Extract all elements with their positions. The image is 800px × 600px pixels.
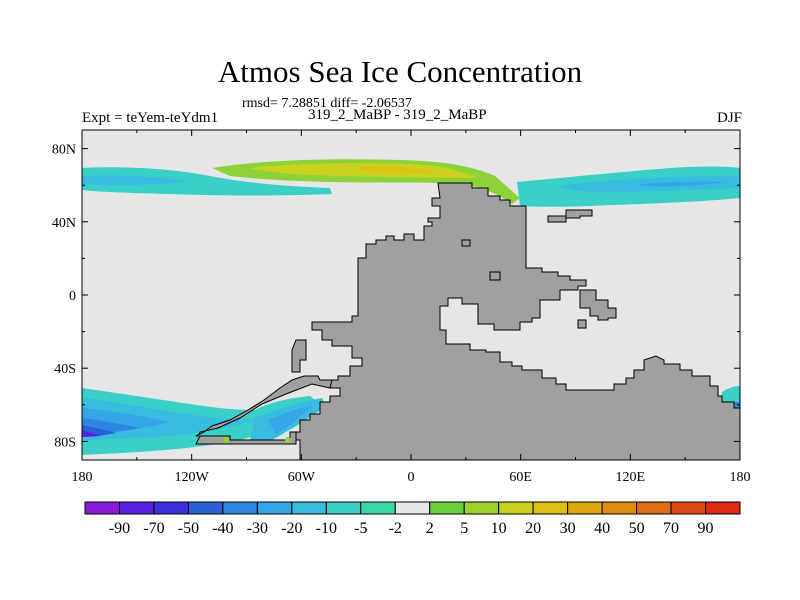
colorbar-label: -30 <box>247 520 268 537</box>
colorbar-label: 70 <box>663 520 679 537</box>
lon-label: 120W <box>175 470 210 485</box>
colorbar-swatch <box>222 501 258 515</box>
colorbar-swatch <box>394 501 431 515</box>
colorbar-label: -70 <box>143 520 164 537</box>
colorbar-swatch <box>532 501 569 515</box>
map-title: Atmos Sea Ice Concentration <box>217 54 583 89</box>
lat-label: 80N <box>52 143 76 158</box>
colorbar-label: -40 <box>212 520 233 537</box>
colorbar-label: 30 <box>560 520 576 537</box>
colorbar-label: 10 <box>491 520 507 537</box>
colorbar-swatch <box>670 501 707 515</box>
colorbar-swatch <box>153 501 189 515</box>
colorbar-label: 5 <box>460 520 468 537</box>
colorbar-swatch <box>84 501 120 515</box>
colorbar-swatch <box>601 501 638 515</box>
colorbar-label: -20 <box>281 520 302 537</box>
lat-label: 0 <box>69 289 76 304</box>
colorbar-swatch <box>567 501 603 515</box>
colorbar-swatch <box>429 501 465 515</box>
colorbar-label: 20 <box>525 520 541 537</box>
arctic-positive-anomaly <box>212 159 520 204</box>
season-label: DJF <box>716 110 742 126</box>
colorbar-label: 40 <box>594 520 610 537</box>
map-content <box>82 130 740 460</box>
lon-label: 60E <box>509 470 532 485</box>
lat-label: 80S <box>54 435 76 450</box>
colorbar-swatch <box>325 501 362 515</box>
lat-label: 40N <box>52 216 76 231</box>
colorbar-label: 90 <box>698 520 714 537</box>
southern-negative-anomaly <box>82 386 740 455</box>
colorbar-swatch <box>187 501 224 515</box>
colorbar-label: -5 <box>354 520 367 537</box>
colorbar-label: -90 <box>109 520 130 537</box>
colorbar-swatch <box>291 501 327 515</box>
stats-line: rmsd= 7.28851 diff= -2.06537 <box>242 96 412 111</box>
experiment-subtitle: 319_2_MaBP - 319_2_MaBP <box>308 107 487 123</box>
latitude-axis: 80N 40N 0 40S 80S <box>52 143 740 450</box>
colorbar-swatch <box>256 501 293 515</box>
lon-label: 0 <box>408 470 415 485</box>
lon-label: 60W <box>288 470 316 485</box>
land-masses <box>195 182 740 460</box>
colorbar-swatch <box>705 501 741 515</box>
antarctic-positive-spots <box>223 437 291 443</box>
colorbar-swatch <box>463 501 500 515</box>
colorbar-swatch <box>498 501 534 515</box>
colorbar-label: -10 <box>316 520 337 537</box>
colorbar-label: 2 <box>426 520 434 537</box>
longitude-axis: 180 120W 60W 0 60E 120E 180 <box>72 130 751 485</box>
colorbar-label: -2 <box>389 520 402 537</box>
colorbar: -90 -70 -50 -40 -30 -20 -10 -5 -2 2 5 10 20 30 40 50 70 9… <box>84 501 741 537</box>
northern-negative-anomaly <box>82 166 740 207</box>
lon-label: 180 <box>72 470 93 485</box>
colorbar-swatch <box>360 501 396 515</box>
lon-label: 120E <box>616 470 646 485</box>
experiment-label: Expt = teYem-teYdm1 <box>82 110 219 126</box>
colorbar-label: 50 <box>629 520 645 537</box>
colorbar-label: -50 <box>178 520 199 537</box>
colorbar-swatch <box>636 501 672 515</box>
colorbar-swatch <box>118 501 155 515</box>
lon-label: 180 <box>730 470 751 485</box>
lat-label: 40S <box>54 362 76 377</box>
